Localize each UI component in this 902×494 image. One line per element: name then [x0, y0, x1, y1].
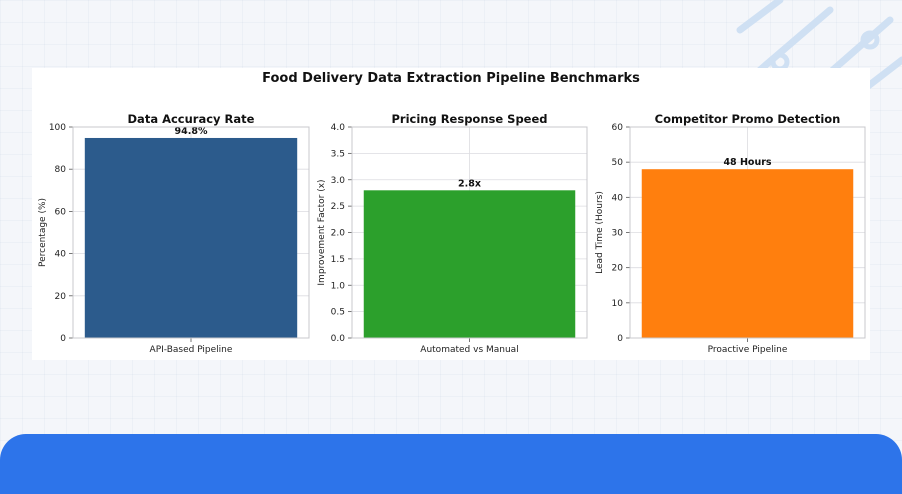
figure-panel: Food Delivery Data Extraction Pipeline B…	[32, 68, 870, 360]
y-tick-label: 1.0	[331, 281, 346, 291]
y-tick-label: 0.5	[331, 308, 345, 318]
y-tick-label: 0	[60, 334, 66, 344]
y-tick-label: 40	[612, 193, 624, 203]
y-axis-label: Lead Time (Hours)	[595, 191, 605, 274]
subplot-title: Competitor Promo Detection	[655, 112, 841, 126]
plot-frame	[629, 126, 866, 339]
y-tick-label: 100	[49, 123, 66, 133]
y-axis-label: Percentage (%)	[38, 198, 48, 267]
y-tick-label: 1.5	[331, 255, 345, 265]
y-tick-label: 60	[612, 123, 624, 133]
x-tick-label: API-Based Pipeline	[150, 345, 233, 355]
subplot-1: 0 20 40 60 80 100 94.8% API-Based Pipeline Data …	[38, 112, 310, 355]
subplot-2: 0.0 0.5 1.0 1.5 2.0 2.5 3.0 3.5 4.0 2.8x Automated…	[317, 112, 588, 355]
y-tick-label: 80	[55, 165, 67, 175]
bar	[84, 137, 298, 338]
y-tick-label: 3.0	[331, 176, 346, 186]
bar	[641, 169, 854, 338]
footer-banner	[0, 434, 902, 494]
y-tick-label: 20	[55, 292, 67, 302]
plot-frame	[72, 126, 310, 339]
y-tick-label: 0.0	[331, 334, 346, 344]
plot-frame	[351, 126, 588, 339]
bar-data-label: 2.8x	[458, 178, 481, 189]
figure-title: Food Delivery Data Extraction Pipeline B…	[262, 71, 640, 86]
y-tick-label: 0	[617, 334, 623, 344]
y-tick-label: 40	[55, 250, 67, 260]
y-tick-label: 30	[612, 229, 624, 239]
y-tick-label: 50	[612, 158, 624, 168]
x-tick-label: Automated vs Manual	[420, 345, 518, 355]
bar	[363, 190, 576, 338]
subplot-3: 0 10 20 30 40 50 60 48 Hours Proactive Pipeline C…	[595, 112, 866, 355]
y-tick-label: 3.5	[331, 149, 345, 159]
y-tick-label: 60	[55, 207, 67, 217]
y-axis-label: Improvement Factor (x)	[317, 179, 327, 285]
x-tick-label: Proactive Pipeline	[708, 345, 788, 355]
y-tick-label: 2.5	[331, 202, 345, 212]
bar-data-label: 48 Hours	[723, 157, 771, 168]
y-tick-label: 20	[612, 264, 624, 274]
y-tick-label: 10	[612, 299, 624, 309]
subplot-title: Data Accuracy Rate	[128, 112, 255, 126]
subplot-title: Pricing Response Speed	[391, 112, 547, 126]
bar-data-label: 94.8%	[175, 126, 208, 137]
y-tick-label: 4.0	[331, 123, 346, 133]
y-tick-label: 2.0	[331, 229, 346, 239]
